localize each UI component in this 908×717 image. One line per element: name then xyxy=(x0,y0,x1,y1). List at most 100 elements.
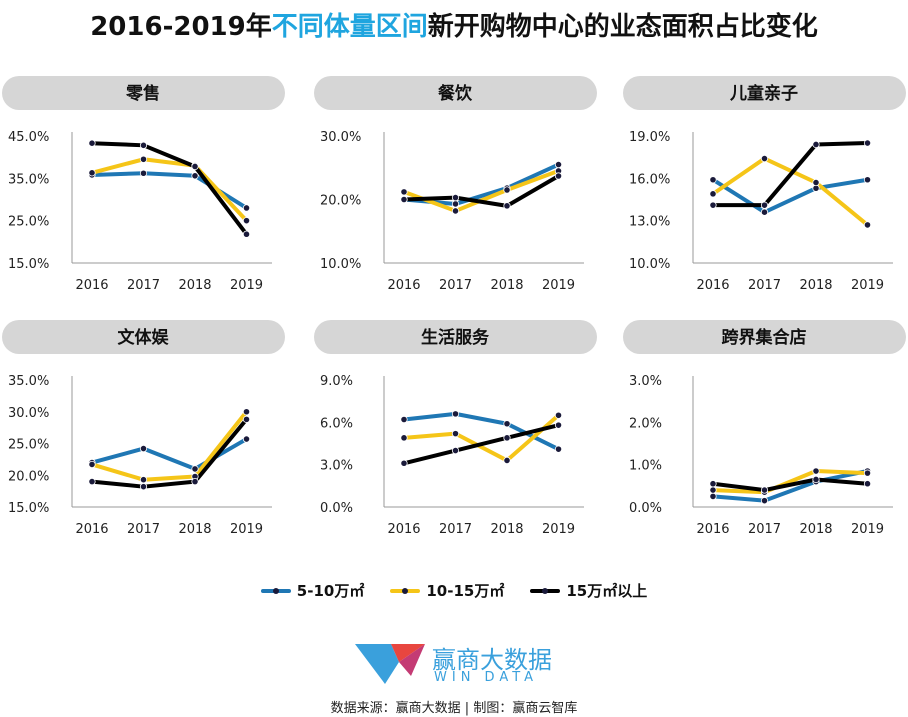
legend-swatch xyxy=(260,587,291,594)
data-point xyxy=(554,445,563,453)
legend-item: 10-15万㎡ xyxy=(390,580,504,601)
y-tick-label: 19.0% xyxy=(629,130,670,145)
panel-header-pill xyxy=(314,320,597,354)
data-point xyxy=(863,469,872,477)
series-line xyxy=(711,177,870,215)
data-point xyxy=(400,415,408,424)
x-tick-label: 2019 xyxy=(542,522,575,537)
series-line xyxy=(711,469,870,503)
data-point xyxy=(139,169,148,177)
y-tick-label: 3.0% xyxy=(629,374,662,389)
data-point xyxy=(400,459,408,467)
x-tick-label: 2017 xyxy=(439,278,472,293)
y-tick-label: 35.0% xyxy=(8,374,49,389)
panel-3: 文体娱 35.0% 30.0% 25.0% 20.0% 15.0% 2016 2017 2018… xyxy=(2,320,285,537)
data-point xyxy=(812,140,820,149)
x-tick-label: 2016 xyxy=(387,278,420,293)
panel-2: 儿童亲子 19.0% 16.0% 13.0% 10.0% 2016 2017 2018 2019 xyxy=(623,76,906,293)
y-tick-label: 3.0% xyxy=(320,459,353,474)
panel-5: 跨界集合店 3.0% 2.0% 1.0% 0.0% 2016 2017 2018 2019 xyxy=(623,320,906,537)
series-line xyxy=(402,413,561,463)
data-point xyxy=(139,444,148,453)
panel-title: 儿童亲子 xyxy=(729,83,798,104)
y-tick-label: 13.0% xyxy=(629,215,670,230)
legend-item: 5-10万㎡ xyxy=(260,580,364,601)
data-point xyxy=(863,480,872,488)
x-tick-label: 2016 xyxy=(75,278,108,293)
legend-item: 15万㎡以上 xyxy=(530,580,647,601)
data-point xyxy=(863,176,872,184)
data-point xyxy=(503,186,511,194)
y-tick-label: 20.0% xyxy=(8,469,49,484)
data-point xyxy=(503,434,511,442)
x-tick-label: 2016 xyxy=(387,522,420,537)
data-point xyxy=(451,430,460,438)
panel-4: 生活服务 9.0% 6.0% 3.0% 0.0% 2016 2017 2018 2019 xyxy=(314,320,597,537)
series-line xyxy=(402,423,561,466)
legend-swatch xyxy=(530,587,561,594)
data-point xyxy=(451,446,460,455)
data-point xyxy=(139,476,148,484)
data-point xyxy=(812,475,820,484)
title-highlight: 不同体量区间 xyxy=(271,12,428,42)
data-point xyxy=(451,207,460,215)
series-line xyxy=(402,174,561,208)
x-tick-label: 2018 xyxy=(490,278,523,293)
data-point xyxy=(812,467,820,475)
x-tick-label: 2017 xyxy=(439,522,472,537)
data-point xyxy=(760,154,769,163)
data-point xyxy=(191,477,199,486)
series-line xyxy=(711,141,870,208)
x-tick-label: 2019 xyxy=(851,522,884,537)
data-point xyxy=(242,408,251,416)
data-point xyxy=(139,155,148,163)
data-point xyxy=(242,204,251,212)
y-tick-label: 30.0% xyxy=(8,406,49,421)
y-tick-label: 0.0% xyxy=(320,501,353,516)
x-tick-label: 2018 xyxy=(490,522,523,537)
panel-title: 生活服务 xyxy=(421,327,490,348)
data-point xyxy=(191,162,199,171)
data-point xyxy=(709,486,717,494)
series-line xyxy=(711,477,870,493)
data-point xyxy=(760,497,769,505)
y-tick-label: 1.0% xyxy=(629,459,662,474)
y-tick-label: 25.0% xyxy=(8,215,49,230)
x-tick-label: 2017 xyxy=(748,278,781,293)
x-tick-label: 2017 xyxy=(748,522,781,537)
page-title: 2016-2019年不同体量区间新开购物中心的业态面积占比变化 xyxy=(0,6,908,43)
data-point xyxy=(812,178,820,187)
x-tick-label: 2019 xyxy=(542,278,575,293)
data-point xyxy=(709,190,717,198)
panel-title: 零售 xyxy=(125,83,160,104)
panel-0: 零售 45.0% 35.0% 25.0% 15.0% 2016 2017 2018 2019 xyxy=(2,76,285,293)
x-tick-label: 2016 xyxy=(75,522,108,537)
y-tick-label: 35.0% xyxy=(8,172,49,187)
y-tick-label: 30.0% xyxy=(320,130,361,145)
title-part1: 2016-2019年 xyxy=(90,12,272,42)
data-point xyxy=(139,483,148,491)
y-tick-label: 45.0% xyxy=(8,130,49,145)
data-point xyxy=(863,139,872,147)
legend-label: 10-15万㎡ xyxy=(426,582,505,600)
data-point xyxy=(88,139,96,147)
y-tick-label: 15.0% xyxy=(8,501,49,516)
x-tick-label: 2016 xyxy=(696,522,729,537)
data-point xyxy=(709,201,717,209)
data-point xyxy=(242,230,251,238)
panel-title: 跨界集合店 xyxy=(722,327,807,348)
data-point xyxy=(709,480,717,488)
data-point xyxy=(554,160,563,169)
x-tick-label: 2018 xyxy=(799,278,832,293)
data-point xyxy=(503,202,511,210)
y-tick-label: 0.0% xyxy=(629,501,662,516)
x-tick-label: 2017 xyxy=(127,278,160,293)
brand-name-en: WIN DATA xyxy=(434,670,539,685)
series-line xyxy=(90,409,249,482)
data-point xyxy=(451,200,460,208)
data-point xyxy=(554,411,563,419)
panel-1: 餐饮 30.0% 20.0% 10.0% 2016 2017 2018 2019 xyxy=(314,76,597,293)
data-point xyxy=(400,434,408,442)
data-point xyxy=(242,415,251,423)
x-tick-label: 2018 xyxy=(178,522,211,537)
